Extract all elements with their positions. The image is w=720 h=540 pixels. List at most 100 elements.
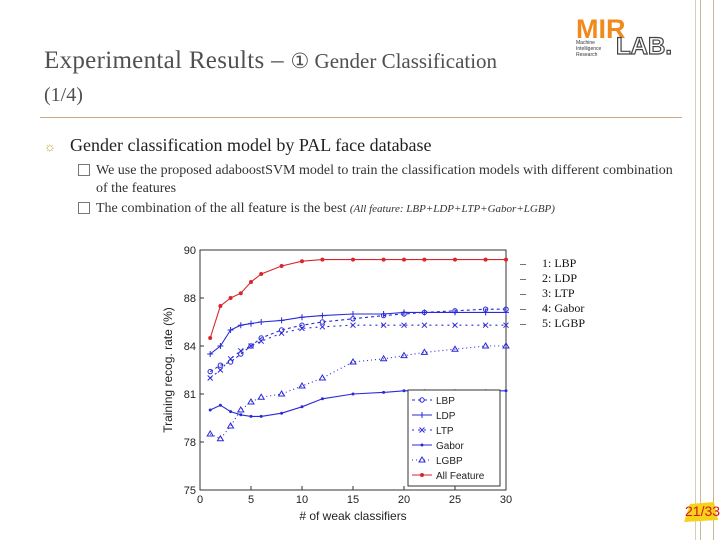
data-point (482, 309, 489, 316)
x-tick-label: 10 (296, 494, 308, 506)
x-tick-label: 5 (248, 494, 254, 506)
x-tick-label: 30 (500, 494, 512, 506)
data-point (351, 257, 355, 262)
sub-bullet: The combination of the all feature is th… (78, 200, 678, 218)
data-point (350, 311, 356, 317)
series-line (209, 345, 506, 440)
data-point (229, 410, 233, 414)
data-point (481, 342, 490, 349)
legend-row: –1: LBP (520, 256, 577, 270)
main-bullet: ☼ Gender classification model by PAL face… (44, 135, 432, 156)
x-tick-label: 15 (347, 494, 359, 506)
data-point (350, 322, 356, 329)
line-chart: 0 5 10 15 20 25 30 75 78 81 84 88 90 # of weak classi… (161, 245, 512, 523)
y-tick-label: 81 (184, 389, 196, 401)
title-main: Experimental Results – (44, 47, 291, 74)
data-point (207, 368, 213, 375)
svg-text:Intelligence: Intelligence (576, 46, 602, 52)
data-point (278, 330, 285, 337)
data-point (453, 257, 457, 262)
legend-row-text: 2: LDP (542, 271, 578, 285)
data-point (247, 398, 255, 405)
sub-bullet-list: We use the proposed adaboostSVM model to… (78, 162, 678, 220)
data-point (319, 323, 326, 330)
svg-text:LAB.: LAB. (616, 33, 672, 58)
data-point (419, 427, 425, 433)
data-point (298, 382, 306, 389)
x-axis-label: # of weak classifiers (299, 509, 406, 523)
data-point (299, 322, 305, 328)
y-tick-label: 90 (184, 245, 196, 257)
page-badge-icon (684, 502, 718, 522)
legend-row-text: 1: LBP (542, 256, 577, 270)
data-point (300, 405, 304, 409)
data-point (401, 322, 407, 329)
slide-title: Experimental Results – ① Gender Classifi… (44, 46, 614, 76)
data-point (248, 343, 254, 349)
sub-bullet-text: We use the proposed adaboostSVM model to… (96, 163, 673, 196)
data-point (419, 412, 425, 418)
data-point (207, 375, 214, 381)
sub-bullet-note: (All feature: LBP+LDP+LTP+Gabor+LGBP) (349, 203, 555, 215)
data-point (236, 406, 245, 413)
y-tick-label: 88 (184, 293, 196, 305)
data-point (208, 336, 213, 340)
sub-bullet-text: The combination of the all feature is th… (96, 201, 347, 216)
data-point (217, 343, 224, 349)
legend-label: LBP (436, 396, 455, 407)
legend-label: LTP (436, 426, 454, 437)
legend-row: –3: LTP (520, 286, 575, 300)
data-point (400, 351, 408, 359)
legend-label: LDP (436, 411, 456, 422)
data-point (299, 325, 305, 332)
data-point (380, 322, 387, 329)
data-point (227, 327, 234, 333)
legend-row: –4: Gabor (520, 301, 585, 315)
x-tick-label: 20 (398, 494, 410, 506)
legend-row-text: 4: Gabor (542, 301, 585, 315)
data-point (421, 309, 428, 316)
y-tick-label: 84 (184, 341, 196, 353)
data-point (259, 414, 263, 418)
slide-subtitle: (1/4) (44, 84, 83, 106)
data-point (299, 314, 305, 321)
data-point (503, 309, 509, 316)
checkbox-bullet-icon (78, 202, 90, 214)
data-point (320, 397, 324, 401)
data-point (258, 319, 265, 325)
data-point (237, 322, 244, 329)
data-point (320, 257, 325, 262)
page-number: 21/33 (685, 503, 720, 519)
data-point (503, 322, 509, 329)
data-point (228, 296, 233, 300)
title-divider (40, 117, 682, 118)
data-point (238, 291, 243, 296)
data-point (420, 473, 424, 477)
data-point (207, 351, 214, 357)
x-tick-label: 0 (197, 494, 203, 506)
data-point (279, 264, 284, 268)
data-point (382, 390, 386, 394)
data-point (278, 327, 285, 333)
data-point (381, 257, 386, 262)
data-point (217, 367, 224, 373)
data-point (206, 430, 215, 437)
legend-row: –5: LGBP (520, 316, 586, 330)
data-point (380, 311, 387, 317)
main-bullet-text: Gender classification model by PAL face … (70, 135, 432, 155)
y-axis-label: Training recog. rate (%) (161, 307, 175, 433)
sub-bullet: We use the proposed adaboostSVM model to… (78, 162, 678, 198)
data-point (419, 397, 425, 403)
data-point (249, 280, 253, 284)
y-tick-label: 75 (184, 485, 196, 497)
data-point (258, 335, 264, 341)
data-point (249, 414, 253, 418)
data-point (452, 309, 458, 316)
data-point (257, 393, 266, 400)
data-point (238, 351, 244, 357)
svg-text:Research: Research (576, 52, 598, 58)
data-point (482, 322, 489, 329)
data-point (280, 411, 284, 415)
series-line (209, 308, 506, 373)
data-point (277, 390, 286, 397)
